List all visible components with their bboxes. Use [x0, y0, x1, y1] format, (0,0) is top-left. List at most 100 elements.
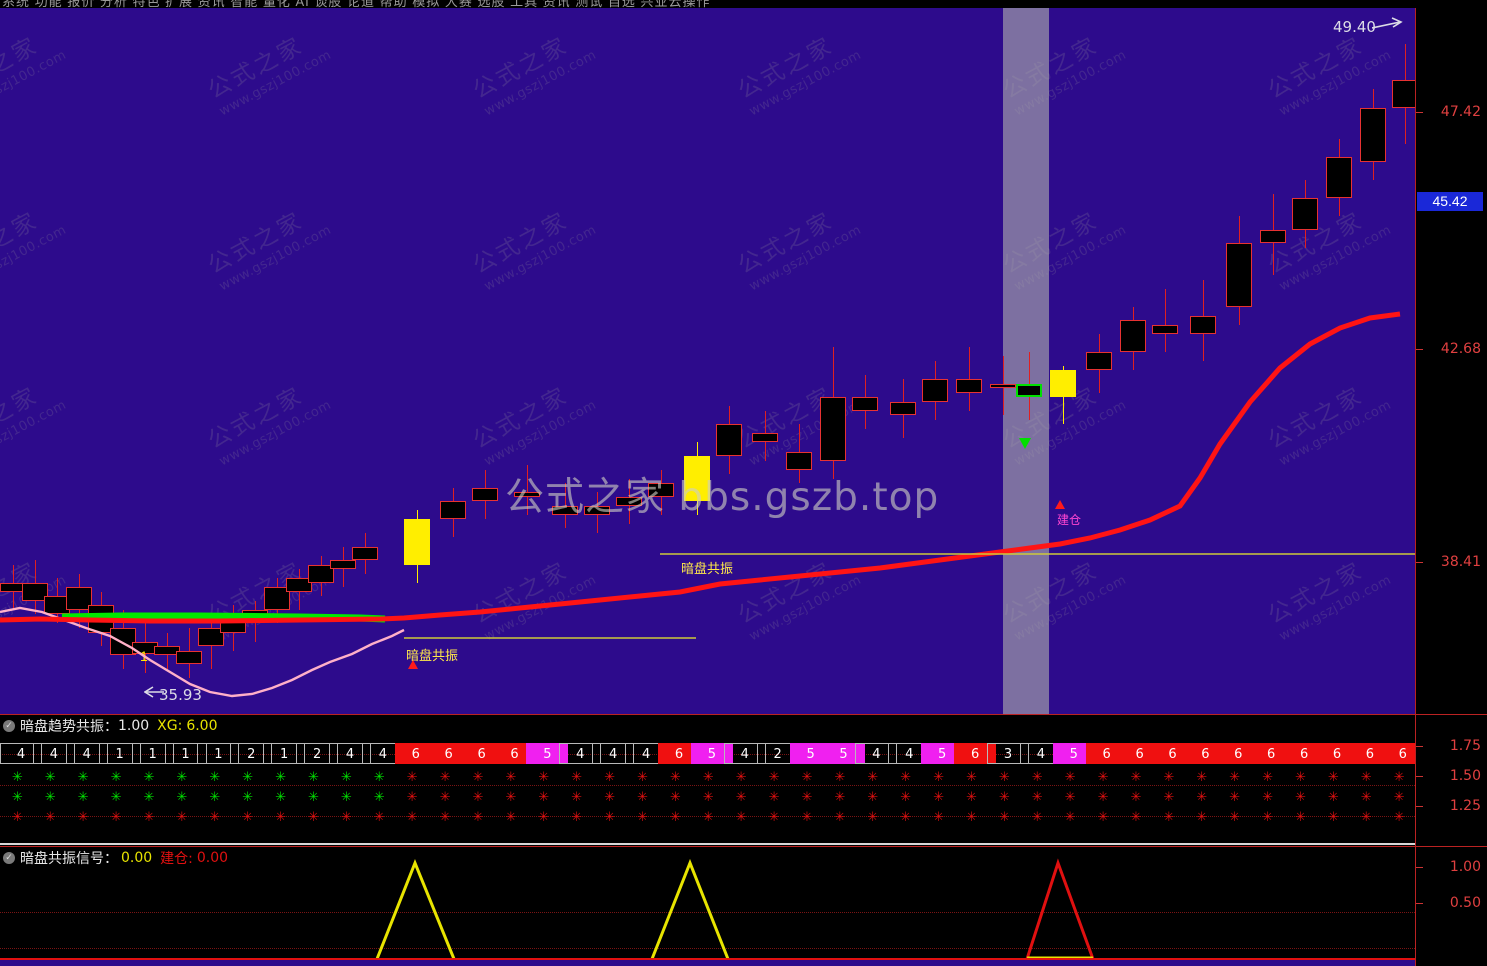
candle-body: [820, 397, 846, 461]
signal-box: 2: [230, 743, 273, 764]
candle-body: [308, 564, 334, 583]
buy-arrow-icon-2: [1055, 500, 1065, 509]
candle-body: [1152, 324, 1178, 334]
signal-spike-series: [375, 858, 1095, 960]
signal-box: 6: [1283, 743, 1326, 764]
indicator-star-icon: ✳: [768, 790, 780, 805]
indicator1-name: 暗盘趋势共振: [20, 718, 104, 735]
candle-body: [716, 424, 742, 457]
indicator-pane-resonance-signal[interactable]: ✓ 暗盘共振信号 ： 0.00 建仓: 0.00: [0, 846, 1415, 966]
signal-box: 4: [32, 743, 75, 764]
indicator-star-icon: ✳: [801, 770, 813, 785]
menu-bar[interactable]: 系统 功能 报价 分析 特色 扩展 资讯 智能 量化 AI 谈股 论道 帮助 模…: [0, 0, 1487, 8]
indicator1-value: 1.00: [118, 717, 150, 734]
indicator-pane-trend-resonance[interactable]: ✓ 暗盘趋势共振 ： 1.00 XG: 6.00 4 ✳ ✳ ✳ 4 ✳ ✳ ✳ 4 ✳ ✳ ✳ 1 ✳ ✳…: [0, 714, 1415, 846]
candlestick: [110, 8, 136, 714]
indicator-star-icon: ✳: [1229, 790, 1241, 805]
indicator-star-icon: ✳: [1262, 790, 1274, 805]
candle-body: [472, 487, 498, 502]
current-price-highlight: 45.42: [1417, 192, 1483, 211]
indicator-star-icon: ✳: [801, 810, 813, 825]
candlestick: [684, 8, 710, 714]
price-axis[interactable]: 47.42 45.42 42.68 38.41: [1415, 8, 1487, 714]
indicator-star-icon: ✳: [702, 770, 714, 785]
candlestick: [1190, 8, 1216, 714]
candle-wick: [1164, 288, 1166, 352]
candle-body: [1392, 80, 1415, 108]
candlestick: [890, 8, 916, 714]
indicator-star-icon: ✳: [702, 810, 714, 825]
indicator-star-icon: ✳: [999, 810, 1010, 825]
candle-body: [956, 379, 982, 393]
indicator-star-icon: ✳: [735, 790, 747, 805]
indicator-star-icon: ✳: [1130, 770, 1142, 785]
indicator-star-icon: ✳: [341, 770, 352, 785]
indicator-star-icon: ✳: [999, 790, 1010, 805]
candle-body: [648, 483, 674, 497]
moving-average-overlay: [0, 311, 1415, 698]
indicator-star-icon: ✳: [505, 770, 517, 785]
high-price-marker: 49.40: [1333, 18, 1376, 36]
indicator-star-icon: ✳: [242, 810, 254, 825]
annotation-jiancang: 建仓: [1057, 513, 1082, 527]
signal-box: 4: [723, 743, 766, 764]
candle-body: [1190, 315, 1216, 334]
indicator1-axis-label-0: 1.75: [1449, 738, 1481, 754]
indicator-star-icon: ✳: [538, 770, 550, 785]
indicator1-title[interactable]: ✓ 暗盘趋势共振 ： 1.00 XG: 6.00: [3, 717, 218, 735]
signal-box: 1: [131, 743, 174, 764]
candlestick: [66, 8, 92, 714]
indicator1-checkbox[interactable]: ✓: [3, 719, 15, 732]
menu-bar-label[interactable]: 系统 功能 报价 分析 特色 扩展 资讯 智能 量化 AI 谈股 论道 帮助 模…: [2, 0, 711, 8]
candle-body: [176, 650, 202, 665]
indicator-star-icon: ✳: [571, 790, 583, 805]
indicator2-title[interactable]: ✓ 暗盘共振信号 ： 0.00 建仓: 0.00: [3, 849, 228, 867]
candle-body: [22, 582, 48, 601]
candle-body: [922, 379, 948, 402]
indicator-star-icon: ✳: [373, 770, 385, 785]
indicator2-baseline: [0, 958, 1415, 961]
sell-arrow-icon: [1019, 438, 1031, 449]
indicator2-axis[interactable]: 1.00 0.50: [1415, 846, 1487, 966]
indicator2-name: 暗盘共振信号: [20, 850, 104, 867]
candle-body: [890, 401, 916, 416]
indicator2-gridline: [0, 912, 1415, 913]
indicator-star-icon: ✳: [637, 770, 648, 785]
indicator-star-icon: ✳: [1130, 810, 1142, 825]
candle-body: [1292, 198, 1318, 230]
indicator2-gridline: [0, 948, 1415, 949]
indicator-star-icon: ✳: [1328, 770, 1339, 785]
footer-strip: [0, 960, 1415, 966]
indicator-star-icon: ✳: [1163, 810, 1175, 825]
candle-body: [852, 397, 878, 411]
spike-yellow-2: [650, 858, 730, 960]
indicator-star-icon: ✳: [966, 810, 977, 825]
price-chart-pane[interactable]: 公式之家 www.gszj100.com 公式之家 www.gszj100.com 公式…: [0, 8, 1415, 714]
indicator-star-icon: ✳: [1163, 790, 1175, 805]
indicator2-checkbox[interactable]: ✓: [3, 851, 15, 864]
candle-wick: [526, 465, 528, 515]
indicator-star-icon: ✳: [933, 770, 945, 785]
indicator-star-icon: ✳: [900, 790, 912, 805]
signal-box: 6: [427, 743, 470, 764]
indicator-star-icon: ✳: [900, 810, 912, 825]
indicator2-axis-label-1: 0.50: [1449, 895, 1481, 911]
indicator1-axis[interactable]: 1.75 1.50 1.25: [1415, 714, 1487, 846]
candlestick: [286, 8, 312, 714]
axis-tick: [1416, 776, 1423, 777]
indicator-star-icon: ✳: [439, 770, 451, 785]
indicator-star-icon: ✳: [1064, 790, 1076, 805]
indicator1-separator: ：: [104, 718, 118, 735]
indicator-star-icon: ✳: [867, 810, 879, 825]
candlestick: [990, 8, 1016, 714]
signal-box-series: 4 ✳ ✳ ✳ 4 ✳ ✳ ✳ 4 ✳ ✳ ✳ 1 ✳ ✳ ✳ 1 ✳ ✳ ✳ 1 ✳ ✳ ✳ 1 ✳ ✳ ✳ 2 ✳ ✳ ✳ 1 ✳ ✳ ✳ 2 ✳ ✳ ✳…: [0, 715, 1415, 846]
indicator-star-icon: ✳: [143, 770, 155, 785]
signal-box: 4: [65, 743, 108, 764]
candlestick: [1260, 8, 1286, 714]
indicator-star-icon: ✳: [143, 810, 155, 825]
signal-box: 6: [1381, 743, 1415, 764]
indicator-star-icon: ✳: [999, 770, 1010, 785]
price-axis-label-2: 38.41: [1440, 554, 1481, 570]
indicator-star-icon: ✳: [110, 790, 122, 805]
indicator-star-icon: ✳: [1295, 790, 1306, 805]
